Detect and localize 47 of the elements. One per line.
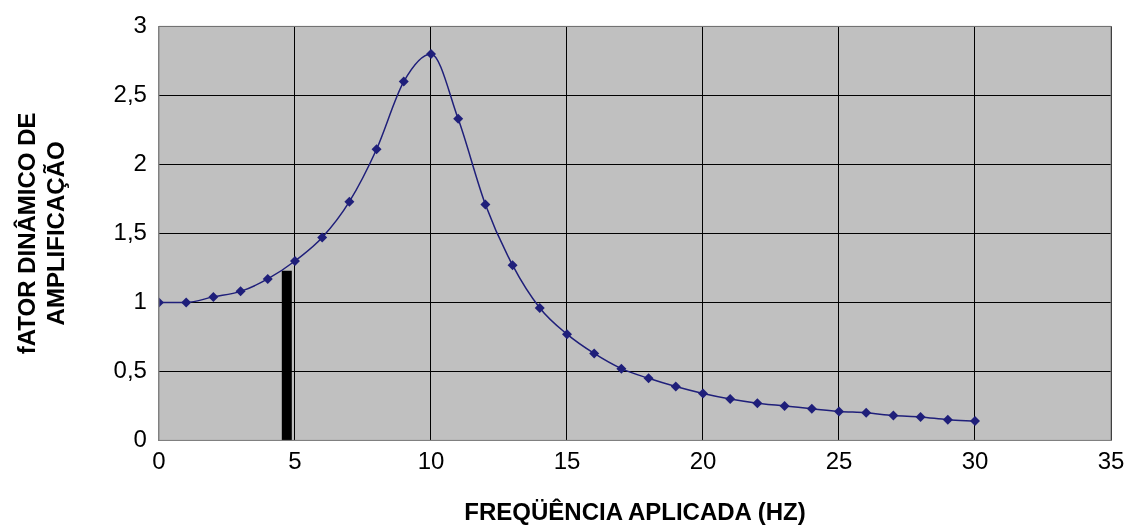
- point: [970, 416, 980, 427]
- point: [371, 144, 382, 155]
- point: [888, 410, 899, 421]
- point: [616, 363, 627, 374]
- point: [235, 286, 246, 297]
- point: [861, 407, 872, 418]
- x-tick-label: 15: [553, 447, 581, 475]
- point: [779, 400, 790, 411]
- point: [697, 388, 708, 399]
- y-tick-label: 2: [133, 149, 147, 177]
- y-axis-title: fATOR DINÂMICO DE AMPLIFICAÇÃO: [13, 112, 69, 355]
- x-tick-label: 20: [689, 447, 717, 475]
- x-axis-title: FREQÜÊNCIA APLICADA (HZ): [464, 498, 806, 526]
- point: [317, 232, 328, 243]
- x-tick-label: 0: [152, 447, 166, 475]
- point: [262, 273, 273, 284]
- point: [643, 373, 654, 384]
- point: [725, 394, 736, 404]
- point: [181, 297, 192, 308]
- x-tick-label: 10: [417, 447, 445, 475]
- point: [670, 381, 681, 392]
- y-tick-label: 0: [133, 425, 147, 453]
- y-tick-label: 1,5: [113, 218, 147, 246]
- point: [561, 329, 572, 340]
- y-tick-label: 1: [133, 287, 147, 315]
- point: [752, 398, 763, 409]
- point: [344, 196, 355, 207]
- x-tick-label: 5: [288, 447, 302, 475]
- point: [534, 302, 545, 313]
- point: [589, 348, 600, 359]
- point: [208, 291, 219, 302]
- point: [480, 199, 491, 210]
- y-tick-label: 0,5: [113, 356, 147, 384]
- x-tick-label: 30: [961, 447, 989, 475]
- y-tick-label: 2,5: [113, 80, 147, 108]
- point: [507, 260, 518, 271]
- point: [806, 403, 817, 414]
- x-tick-label: 35: [1097, 447, 1125, 475]
- point: [289, 256, 300, 266]
- point: [915, 411, 926, 422]
- point: [398, 76, 409, 87]
- y-tick-label: 3: [133, 11, 147, 39]
- point: [942, 414, 953, 425]
- point: [425, 49, 436, 59]
- point: [833, 406, 844, 417]
- x-tick-label: 25: [825, 447, 853, 475]
- point: [453, 113, 464, 124]
